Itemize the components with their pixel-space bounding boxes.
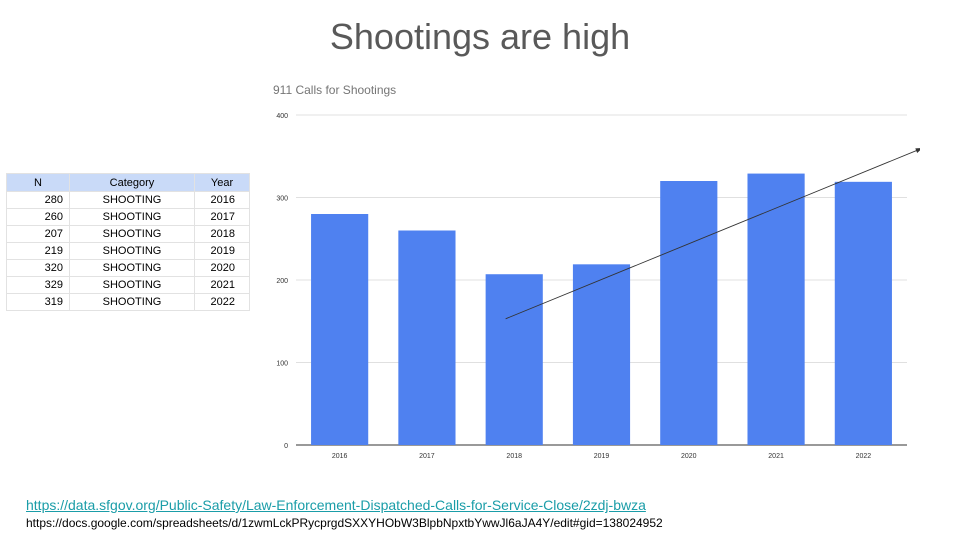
cell-category: SHOOTING xyxy=(69,259,195,277)
table-row: 280 SHOOTING 2016 xyxy=(6,191,250,209)
bar xyxy=(747,173,805,445)
table-row: 260 SHOOTING 2017 xyxy=(6,208,250,226)
cell-n: 260 xyxy=(6,208,70,226)
cell-category: SHOOTING xyxy=(69,242,195,260)
bar xyxy=(311,214,369,445)
table-header-row: N Category Year xyxy=(6,173,250,192)
cell-n: 320 xyxy=(6,259,70,277)
x-tick-label: 2019 xyxy=(594,453,610,460)
bar-chart: 911 Calls for Shootings 0 100 200 300 400 2016… xyxy=(273,83,920,460)
cell-year: 2019 xyxy=(194,242,250,260)
column-header-n: N xyxy=(6,173,70,192)
slide-title: Shootings are high xyxy=(329,16,631,57)
y-tick-label: 0 xyxy=(284,443,288,450)
x-tick-label: 2022 xyxy=(856,453,872,460)
x-tick-label: 2018 xyxy=(506,453,522,460)
cell-year: 2018 xyxy=(194,225,250,243)
cell-category: SHOOTING xyxy=(69,276,195,294)
y-tick-label: 100 xyxy=(276,361,288,368)
cell-year: 2020 xyxy=(194,259,250,277)
y-tick-label: 400 xyxy=(276,113,288,120)
data-table: N Category Year 280 SHOOTING 2016 260 SHOOTI… xyxy=(6,173,250,311)
cell-category: SHOOTING xyxy=(69,208,195,226)
cell-n: 319 xyxy=(6,293,70,311)
bar xyxy=(485,274,543,445)
x-tick-label: 2020 xyxy=(681,453,697,460)
table-row: 329 SHOOTING 2021 xyxy=(6,276,250,294)
cell-n: 219 xyxy=(6,242,70,260)
bar xyxy=(572,264,631,445)
bar xyxy=(834,181,892,445)
table-row: 320 SHOOTING 2020 xyxy=(6,259,250,277)
cell-n: 207 xyxy=(6,225,70,243)
table-row: 219 SHOOTING 2019 xyxy=(6,242,250,260)
chart-title: 911 Calls for Shootings xyxy=(273,83,396,97)
table-body: 280 SHOOTING 2016 260 SHOOTING 2017 207 SHOOTIN… xyxy=(6,191,250,311)
cell-n: 329 xyxy=(6,276,70,294)
cell-category: SHOOTING xyxy=(69,191,195,209)
bar xyxy=(660,181,718,445)
data-source-link[interactable]: https://data.sfgov.org/Public-Safety/Law… xyxy=(26,497,646,513)
column-header-category: Category xyxy=(69,173,195,192)
cell-year: 2017 xyxy=(194,208,250,226)
spreadsheet-url: https://docs.google.com/spreadsheets/d/1… xyxy=(26,516,663,530)
cell-year: 2022 xyxy=(194,293,250,311)
column-header-year: Year xyxy=(194,173,250,192)
cell-category: SHOOTING xyxy=(69,225,195,243)
x-tick-label: 2021 xyxy=(768,453,784,460)
trend-arrow-head xyxy=(915,148,920,153)
trend-arrow-line xyxy=(505,148,920,320)
table-row: 207 SHOOTING 2018 xyxy=(6,225,250,243)
x-tick-label: 2017 xyxy=(419,453,435,460)
x-tick-label: 2016 xyxy=(332,453,348,460)
y-tick-label: 300 xyxy=(276,196,288,203)
cell-year: 2016 xyxy=(194,191,250,209)
cell-category: SHOOTING xyxy=(69,293,195,311)
table-row: 319 SHOOTING 2022 xyxy=(6,293,250,311)
y-tick-label: 200 xyxy=(276,278,288,285)
cell-n: 280 xyxy=(6,191,70,209)
cell-year: 2021 xyxy=(194,276,250,294)
bar xyxy=(398,230,456,445)
